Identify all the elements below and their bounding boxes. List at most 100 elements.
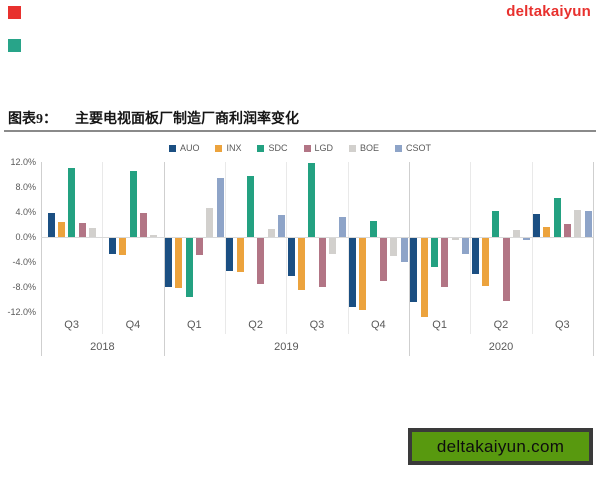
year-separator-line xyxy=(409,162,410,356)
watermark-box-text: deltakaiyun.com xyxy=(436,436,565,456)
bar-inx-q3-g0 xyxy=(57,222,65,237)
bar-inx-q2-g3 xyxy=(236,238,244,273)
y-axis-tick-label: 8.0% xyxy=(15,182,36,192)
quarter-separator-line xyxy=(102,162,104,334)
legend-item-lgd: LGD xyxy=(303,143,334,153)
bar-inx-q1-g6 xyxy=(420,238,428,318)
y-axis-tick-label: -12.0% xyxy=(7,307,36,317)
bar-auo-q3-g4 xyxy=(287,238,295,276)
legend-label: BOE xyxy=(360,143,380,153)
legend-item-sdc: SDC xyxy=(257,143,288,153)
legend-swatch-icon xyxy=(349,144,357,152)
bar-lgd-q3-g8 xyxy=(564,223,571,237)
bar-lgd-q2-g3 xyxy=(257,238,265,284)
bar-inx-q1-g2 xyxy=(175,238,183,288)
bar-auo-q3-g0 xyxy=(47,212,55,237)
bar-lgd-q4-g5 xyxy=(380,238,387,281)
bar-auo-q2-g3 xyxy=(226,238,234,271)
chart-legend: AUO INX SDC LGD BOE CSOT xyxy=(0,143,600,153)
bar-auo-q4-g5 xyxy=(349,238,357,307)
bar-csot-q2-g7 xyxy=(523,238,531,240)
bar-sdc-q1-g6 xyxy=(431,238,438,268)
legend-item-inx: INX xyxy=(215,143,241,153)
x-axis-quarter-label: Q4 xyxy=(370,319,386,331)
bar-auo-q1-g2 xyxy=(165,238,173,288)
bar-sdc-q4-g5 xyxy=(369,221,377,237)
bar-sdc-q2-g3 xyxy=(247,176,254,237)
year-separator-line xyxy=(593,162,594,356)
y-axis-tick-label: 0.0% xyxy=(15,232,36,242)
watermark-site-name: deltakaiyun xyxy=(506,3,591,20)
legend-label: INX xyxy=(226,143,242,153)
x-axis-quarter-label: Q3 xyxy=(64,319,79,331)
legend-label: SDC xyxy=(268,143,288,153)
x-axis-quarter-label: Q4 xyxy=(125,319,141,331)
bar-boe-q4-g5 xyxy=(390,238,398,256)
bar-csot-q1-g6 xyxy=(461,238,469,255)
legend-swatch-icon xyxy=(215,144,223,152)
watermark-red-square xyxy=(8,6,21,19)
x-axis-quarter-label: Q1 xyxy=(432,319,447,331)
legend-label: AUO xyxy=(179,143,200,153)
bar-csot-q3-g8 xyxy=(584,210,592,238)
bar-auo-q4-g1 xyxy=(108,238,116,254)
x-axis-quarter-label: Q2 xyxy=(493,319,509,331)
bar-csot-q4-g5 xyxy=(400,238,408,263)
bar-csot-q3-g4 xyxy=(339,217,347,237)
x-axis-quarter-label: Q3 xyxy=(309,319,325,331)
figure-number-label: 图表9： xyxy=(8,112,57,127)
year-separator-line xyxy=(163,162,165,356)
bar-csot-q2-g3 xyxy=(277,214,285,237)
bar-auo-q1-g6 xyxy=(410,238,418,302)
watermark-box: deltakaiyun.com xyxy=(408,428,593,465)
bar-inx-q4-g5 xyxy=(359,238,367,310)
y-axis-tick-label: 4.0% xyxy=(15,207,36,217)
bar-inx-q3-g8 xyxy=(543,227,551,237)
bar-sdc-q3-g0 xyxy=(68,168,76,238)
legend-label: CSOT xyxy=(406,143,432,153)
quarter-separator-line xyxy=(225,162,226,334)
legend-label: LGD xyxy=(314,143,334,153)
bar-boe-q3-g4 xyxy=(329,238,336,254)
bar-sdc-q3-g4 xyxy=(308,163,316,238)
bar-lgd-q4-g1 xyxy=(139,213,147,238)
bar-sdc-q1-g2 xyxy=(185,238,193,298)
x-axis-year-label: 2020 xyxy=(488,341,514,353)
quarter-separator-line xyxy=(347,162,349,334)
bar-inx-q2-g7 xyxy=(482,238,490,286)
legend-item-auo: AUO xyxy=(168,143,200,153)
bar-auo-q3-g8 xyxy=(533,213,541,237)
bar-boe-q1-g6 xyxy=(451,238,459,240)
bar-csot-q1-g2 xyxy=(216,178,224,238)
y-axis-tick-label: -8.0% xyxy=(12,282,36,292)
figure-title-row: 图表9： 主要电视面板厂制造厂商利润率变化 xyxy=(8,108,592,128)
zero-axis-line xyxy=(41,237,593,238)
bar-inx-q4-g1 xyxy=(119,238,127,255)
quarter-separator-line xyxy=(470,162,472,334)
y-axis-tick-label: 12.0% xyxy=(10,157,36,167)
bar-boe-q3-g8 xyxy=(574,209,582,237)
x-axis-quarter-label: Q1 xyxy=(186,319,202,331)
bar-sdc-q2-g7 xyxy=(492,210,500,238)
bar-lgd-q3-g0 xyxy=(78,222,86,237)
bar-lgd-q3-g4 xyxy=(318,238,326,287)
bar-boe-q4-g1 xyxy=(150,234,158,237)
y-axis-tick-label: -4.0% xyxy=(12,257,36,267)
bar-boe-q1-g2 xyxy=(206,207,214,237)
bar-auo-q2-g7 xyxy=(471,238,479,275)
year-separator-line xyxy=(41,162,42,356)
x-axis-year-label: 2018 xyxy=(90,341,115,353)
bar-inx-q3-g4 xyxy=(298,238,306,290)
legend-swatch-icon xyxy=(257,144,265,152)
legend-swatch-icon xyxy=(168,144,176,152)
bar-boe-q3-g0 xyxy=(88,228,96,238)
bar-lgd-q2-g7 xyxy=(502,238,510,301)
bar-lgd-q1-g2 xyxy=(196,238,203,255)
bar-sdc-q3-g8 xyxy=(553,197,561,237)
x-axis-quarter-label: Q3 xyxy=(554,319,570,331)
figure-title: 主要电视面板厂制造厂商利润率变化 xyxy=(75,112,299,127)
title-divider-line xyxy=(4,130,596,132)
quarter-separator-line xyxy=(531,162,533,334)
